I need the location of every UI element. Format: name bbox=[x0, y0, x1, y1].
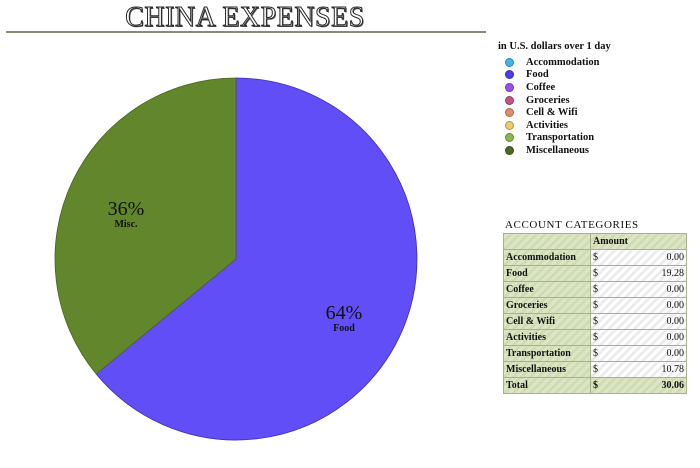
table-row: Food $19.28 bbox=[503, 265, 687, 282]
pie-cat-food: Food bbox=[333, 323, 355, 334]
pie-chart bbox=[54, 77, 418, 441]
table-row: Transportation $0.00 bbox=[503, 345, 687, 362]
legend-dot-icon bbox=[505, 145, 514, 155]
table-row: Accommodation $0.00 bbox=[503, 249, 687, 266]
title-divider bbox=[6, 31, 486, 33]
legend: in U.S. dollars over 1 day Accommodation… bbox=[498, 41, 611, 157]
pie-pct-misc: 36% bbox=[107, 198, 145, 220]
table-row: Cell & Wifi $0.00 bbox=[503, 313, 687, 330]
account-categories-title: ACCOUNT CATEGORIES bbox=[505, 219, 639, 231]
legend-item-transportation: Transportation bbox=[498, 132, 611, 145]
legend-dot-icon bbox=[505, 108, 514, 118]
legend-dot-icon bbox=[505, 120, 514, 130]
legend-dot-icon bbox=[505, 133, 514, 143]
legend-item-activities: Activities bbox=[498, 119, 611, 132]
legend-item-coffee: Coffee bbox=[498, 81, 611, 94]
header-blank bbox=[503, 233, 591, 250]
pie-slice-misc bbox=[54, 77, 237, 375]
legend-dot-icon bbox=[505, 70, 514, 80]
table-row: Coffee $0.00 bbox=[503, 281, 687, 298]
table-row: Groceries $0.00 bbox=[503, 297, 687, 314]
account-categories-table: Amount Accommodation $0.00 Food $19.28 Cof… bbox=[503, 233, 687, 394]
pie-slice-food bbox=[95, 77, 418, 441]
pie-pct-food: 64% bbox=[325, 302, 363, 324]
legend-item-accommodation: Accommodation bbox=[498, 56, 611, 69]
page-title: CHINA EXPENSES bbox=[125, 2, 365, 34]
header-amount: Amount bbox=[590, 233, 687, 250]
legend-item-groceries: Groceries bbox=[498, 94, 611, 107]
legend-dot-icon bbox=[505, 57, 514, 67]
legend-item-cell-wifi: Cell & Wifi bbox=[498, 106, 611, 119]
pie-label-food: 64% Food bbox=[318, 303, 370, 334]
pie-cat-misc: Misc. bbox=[114, 219, 138, 230]
legend-subtitle: in U.S. dollars over 1 day bbox=[498, 41, 611, 52]
table-row: Activities $0.00 bbox=[503, 329, 687, 346]
table-total-row: Total $30.06 bbox=[503, 377, 687, 394]
table-header-row: Amount bbox=[503, 233, 687, 250]
pie-label-misc: 36% Misc. bbox=[100, 199, 152, 230]
table-row: Miscellaneous $10.78 bbox=[503, 361, 687, 378]
legend-dot-icon bbox=[505, 95, 514, 105]
legend-item-food: Food bbox=[498, 69, 611, 82]
legend-dot-icon bbox=[505, 82, 514, 92]
legend-item-miscellaneous: Miscellaneous bbox=[498, 144, 611, 157]
